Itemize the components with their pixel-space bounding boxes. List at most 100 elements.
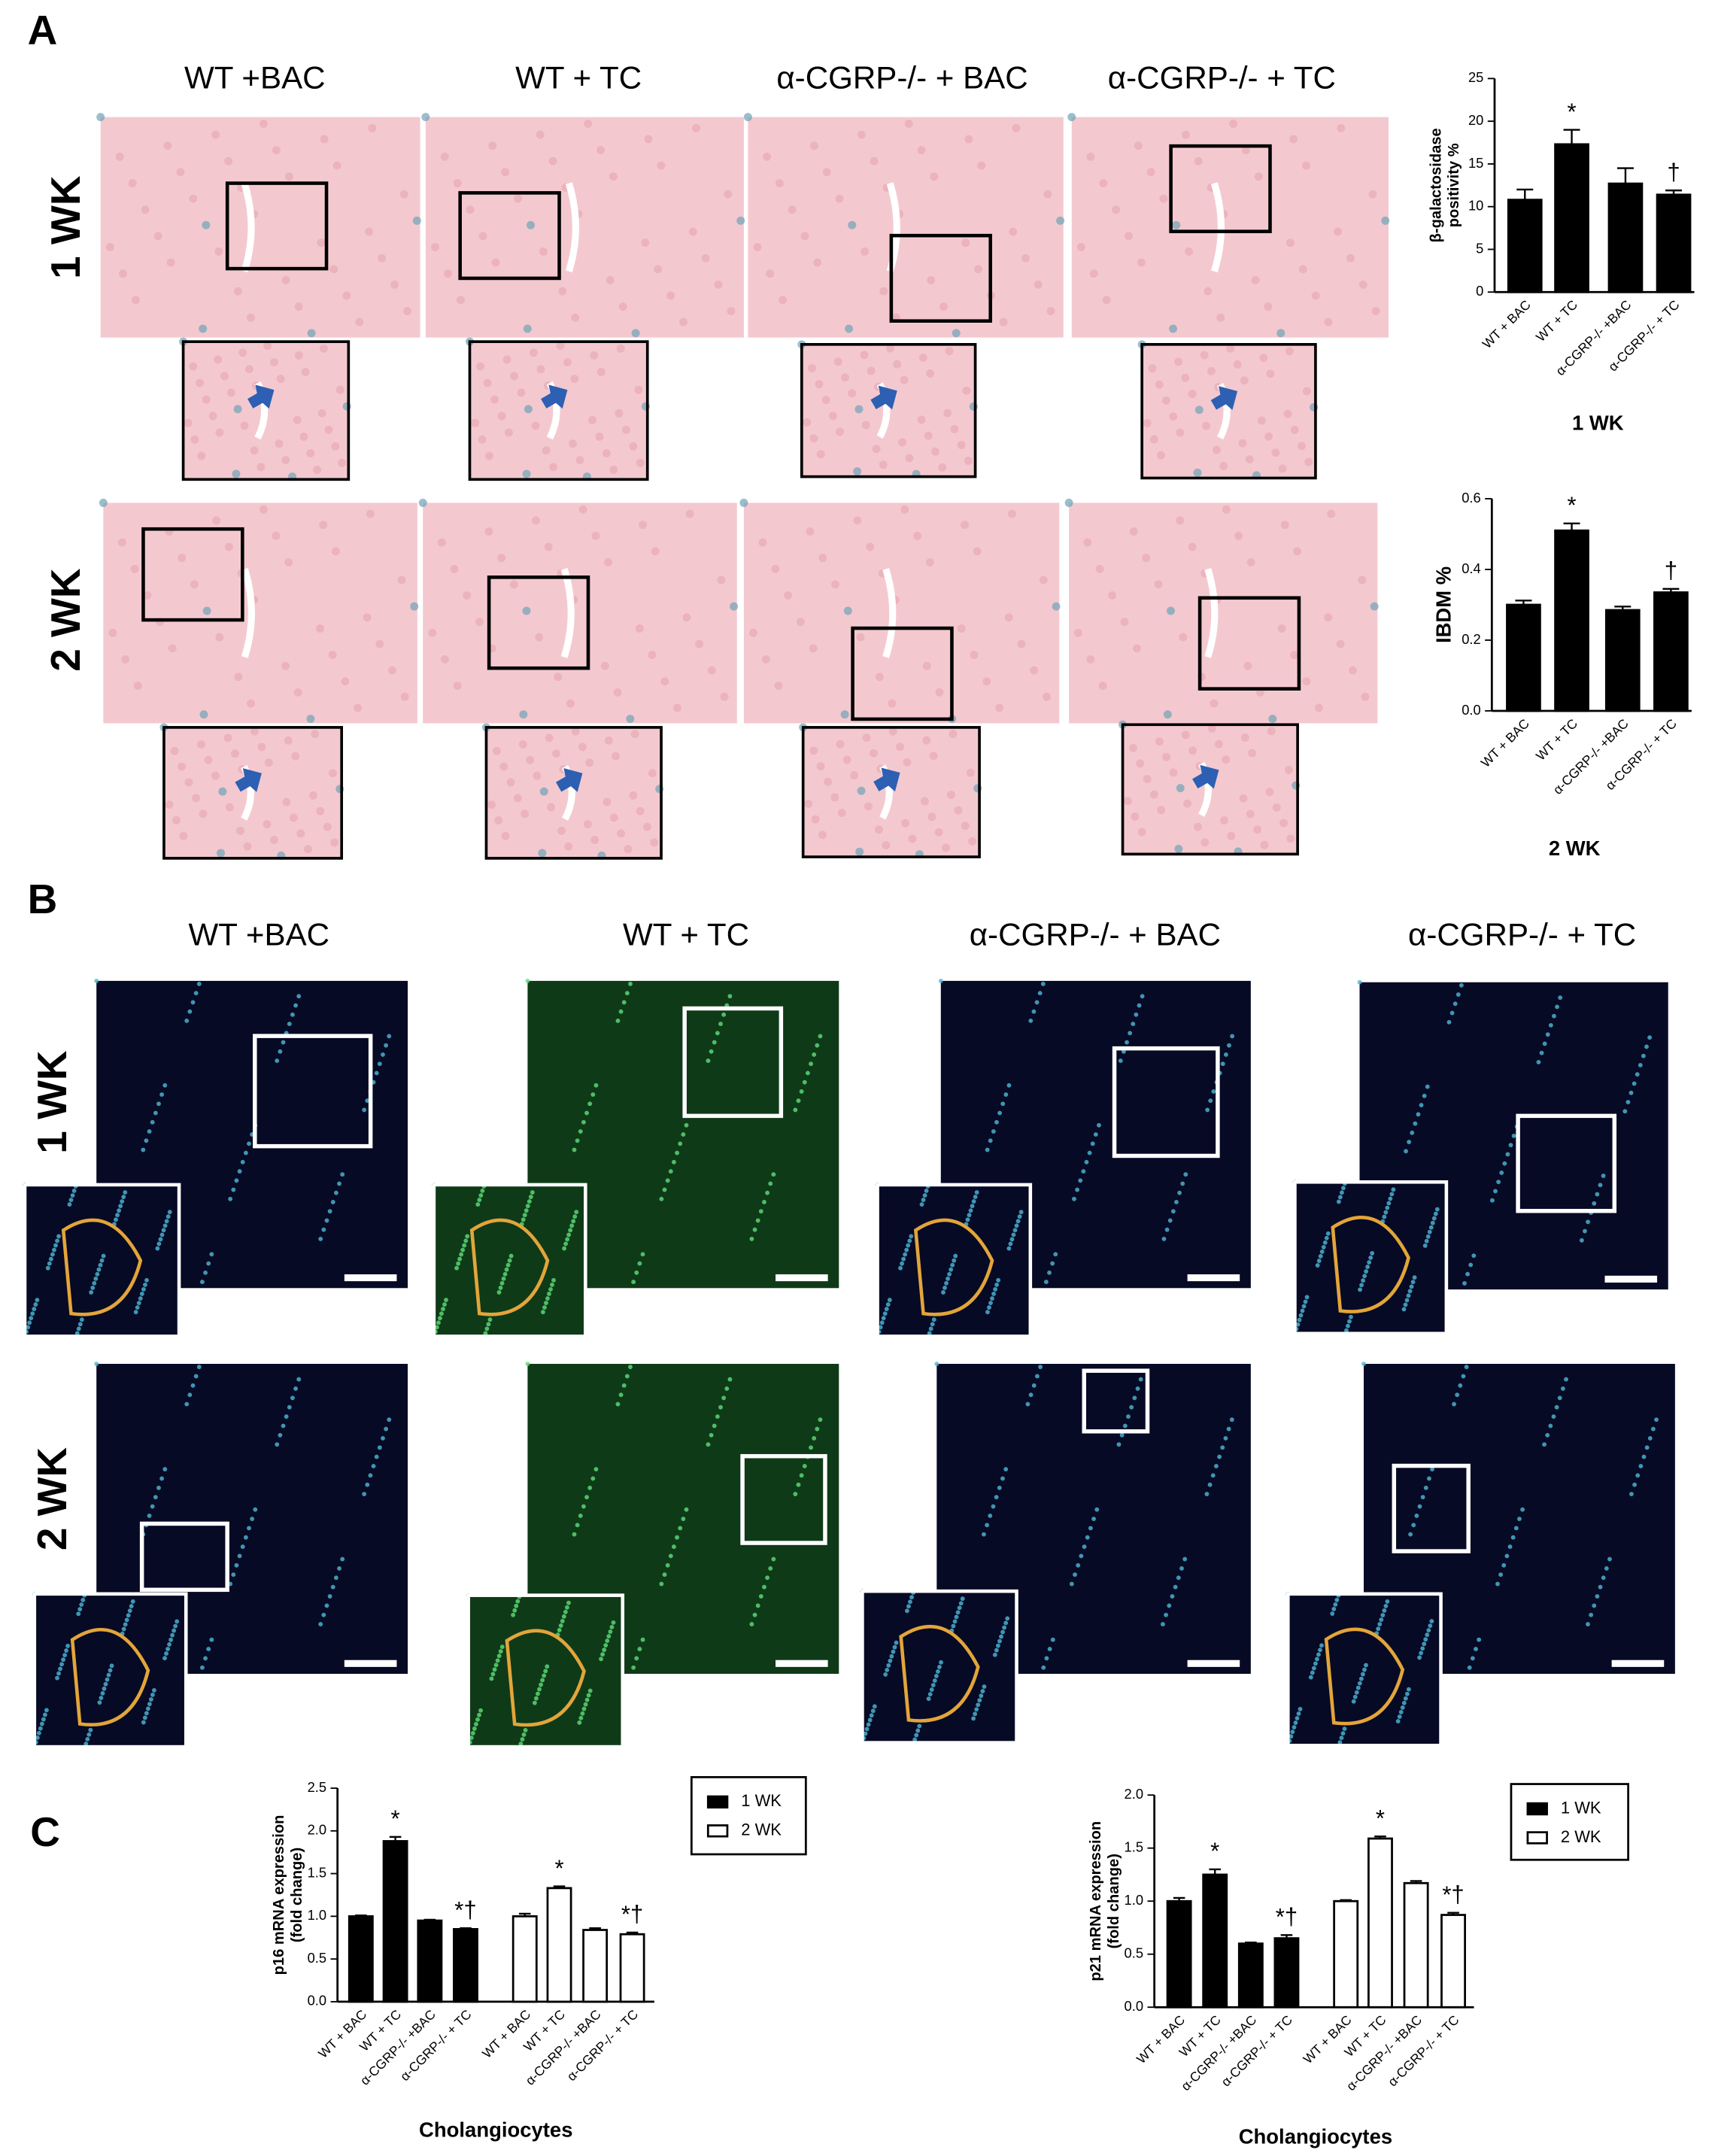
nucleus [967,1213,972,1218]
nucleus [143,1282,147,1287]
nucleus [1496,1180,1501,1185]
cell-texture [1179,633,1188,642]
error-bar [423,1918,436,1921]
cell-texture [179,831,188,840]
nucleus [1076,1562,1081,1568]
cell-texture [1200,351,1209,360]
nucleus [944,1280,949,1286]
nucleus [327,1209,332,1214]
cell-texture [1283,409,1292,418]
nucleus [1078,1178,1083,1183]
nucleus [1459,982,1464,988]
cell-texture [809,746,818,755]
nucleus [525,978,530,983]
cell-texture [1234,531,1243,540]
cell-texture [517,388,526,397]
nucleus [203,1656,208,1661]
nucleus [1427,1229,1432,1234]
vessel [1210,182,1225,273]
cell-texture [1240,733,1249,742]
cell-texture [636,806,645,815]
cell-texture [491,258,500,267]
nucleus [133,1310,138,1315]
nucleus [1164,1227,1170,1232]
cell-texture [904,119,913,128]
nucleus [144,1277,149,1283]
nucleus [36,1730,41,1735]
nucleus [1000,1476,1005,1481]
cell-texture [501,831,510,840]
cell-texture [870,156,879,165]
nucleus [1009,1237,1015,1242]
cell-texture [1052,602,1061,611]
cell-texture [1266,369,1275,378]
nucleus [275,1442,280,1447]
micrograph [1069,503,1378,724]
nucleus [577,1720,582,1725]
nucleus [1295,1322,1301,1327]
nucleus [571,1219,576,1224]
bar [1554,143,1589,293]
nucleus [32,1307,37,1312]
cell-texture [964,457,973,466]
nucleus [296,994,302,999]
cell-texture [269,358,278,367]
nucleus [74,1331,80,1336]
nucleus [1088,1526,1093,1531]
cell-texture [521,809,530,818]
nucleus [1419,1650,1424,1656]
y-tick-label: 0.2 [1462,631,1480,647]
cell-texture [861,247,870,256]
cell-texture [117,538,126,547]
cell-texture [1210,699,1219,708]
cell-texture [957,440,966,449]
cell-texture [927,812,936,821]
annotation: * [1567,99,1576,125]
annotation: † [1665,557,1677,584]
nucleus [1400,1705,1405,1710]
annotation: † [1667,159,1680,185]
nucleus [523,1728,528,1732]
cell-texture [536,130,545,139]
cell-texture [1064,498,1073,507]
nucleus [1420,1646,1425,1651]
nucleus [994,1282,1000,1287]
nucleus [1414,1513,1419,1518]
nucleus [53,1243,58,1248]
nucleus [917,1723,922,1729]
cell-texture [954,806,963,815]
nucleus [1128,1031,1133,1036]
nucleus [882,1311,888,1316]
nucleus [671,1159,676,1165]
nucleus [87,1732,92,1737]
nucleus [518,1742,524,1747]
error-bar [1447,1912,1459,1915]
nucleus [333,1190,338,1195]
nucleus [1426,1628,1431,1633]
nucleus [1386,1201,1392,1206]
nucleus [99,1258,105,1263]
nucleus [504,1267,509,1272]
nucleus [190,1000,196,1005]
duct [469,1218,550,1316]
y-axis-label: positivity % [1446,143,1462,227]
cell-texture [1120,618,1129,627]
cell-texture [857,130,866,139]
cell-texture [319,344,328,353]
y-tick-label: 0.4 [1462,560,1480,576]
nucleus [1002,1625,1007,1630]
inset-border [181,340,351,481]
nucleus [209,1637,214,1642]
nucleus [83,1742,89,1746]
cell-texture [224,542,233,551]
cell-texture [1137,258,1146,267]
nucleus [156,1485,161,1490]
nucleus [1012,1228,1018,1233]
cell-texture [1194,156,1203,165]
nucleus [124,1617,129,1623]
nucleus [52,1247,56,1253]
cell-texture [518,740,527,749]
nucleus [1018,1210,1024,1215]
cell-texture [1112,205,1121,214]
bar [1333,1899,1359,2009]
